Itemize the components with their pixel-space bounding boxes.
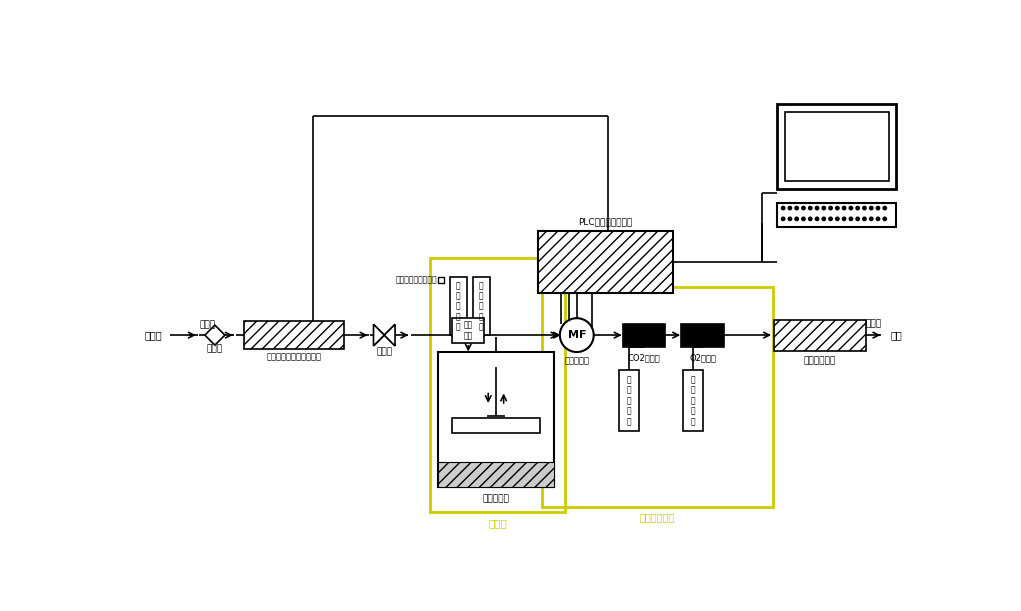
Circle shape — [816, 207, 819, 210]
Polygon shape — [205, 325, 225, 345]
Circle shape — [781, 217, 785, 221]
Circle shape — [822, 207, 826, 210]
Circle shape — [863, 217, 866, 221]
Text: 湿
度
传
感
器: 湿 度 传 感 器 — [691, 375, 695, 426]
Circle shape — [829, 207, 832, 210]
Circle shape — [876, 217, 880, 221]
Circle shape — [822, 217, 826, 221]
Circle shape — [870, 207, 873, 210]
Text: 空压机: 空压机 — [144, 330, 161, 340]
Circle shape — [883, 217, 886, 221]
Text: 流量阀: 流量阀 — [376, 348, 392, 357]
Bar — [452, 318, 484, 343]
Circle shape — [842, 217, 845, 221]
Text: 进气口: 进气口 — [199, 320, 215, 329]
Text: 样品检测池: 样品检测池 — [483, 495, 509, 503]
Bar — [438, 462, 553, 487]
Circle shape — [883, 207, 886, 210]
Circle shape — [809, 207, 812, 210]
Circle shape — [863, 207, 866, 210]
Bar — [438, 277, 444, 283]
Text: 压
力
传
感
器: 压 力 传 感 器 — [479, 281, 484, 332]
Text: 排气口: 排气口 — [865, 319, 881, 328]
Bar — [542, 287, 773, 507]
Circle shape — [781, 207, 785, 210]
Bar — [473, 277, 490, 335]
Circle shape — [809, 217, 812, 221]
Circle shape — [829, 217, 832, 221]
Bar — [244, 321, 344, 349]
Circle shape — [870, 217, 873, 221]
Text: 湿
度
传
感
器: 湿 度 传 感 器 — [456, 281, 460, 332]
Bar — [431, 258, 566, 512]
Text: 进气流量检测及加湿系统: 进气流量检测及加湿系统 — [266, 352, 322, 361]
Bar — [452, 417, 540, 433]
Bar — [449, 277, 467, 335]
Bar — [681, 324, 724, 346]
Text: 压
力
传
感
器: 压 力 传 感 器 — [627, 375, 631, 426]
Circle shape — [856, 207, 860, 210]
Text: 反应室: 反应室 — [488, 518, 507, 528]
Text: 排气处理装置: 排气处理装置 — [804, 357, 836, 366]
Circle shape — [842, 207, 845, 210]
Bar — [683, 370, 703, 431]
Polygon shape — [374, 324, 384, 346]
Text: O2传感器: O2传感器 — [689, 353, 716, 362]
Text: MF: MF — [568, 330, 586, 340]
Circle shape — [849, 207, 853, 210]
Circle shape — [801, 207, 806, 210]
Bar — [538, 231, 673, 293]
Polygon shape — [384, 324, 395, 346]
Text: 气体检测系统: 气体检测系统 — [640, 513, 675, 522]
Bar — [438, 352, 553, 487]
Bar — [774, 320, 866, 351]
Circle shape — [876, 207, 880, 210]
Bar — [777, 104, 896, 189]
Circle shape — [801, 217, 806, 221]
Text: 反应室内湿度检测口: 反应室内湿度检测口 — [396, 275, 437, 284]
Circle shape — [795, 217, 798, 221]
Text: 液体
装置: 液体 装置 — [464, 321, 473, 340]
Bar — [785, 112, 888, 181]
Text: CO2传感器: CO2传感器 — [628, 353, 661, 362]
Bar — [777, 203, 896, 227]
Circle shape — [835, 207, 839, 210]
Circle shape — [788, 207, 791, 210]
Circle shape — [816, 217, 819, 221]
Circle shape — [835, 217, 839, 221]
Text: PLC控制及计算系统: PLC控制及计算系统 — [579, 218, 633, 227]
Circle shape — [795, 207, 798, 210]
Text: 大气: 大气 — [891, 330, 903, 340]
Bar — [623, 324, 666, 346]
Text: 过滤器: 过滤器 — [207, 345, 223, 354]
Circle shape — [788, 217, 791, 221]
Bar — [619, 370, 639, 431]
Circle shape — [560, 318, 594, 352]
Text: 质量流量计: 质量流量计 — [565, 357, 589, 366]
Circle shape — [849, 217, 853, 221]
Circle shape — [856, 217, 860, 221]
